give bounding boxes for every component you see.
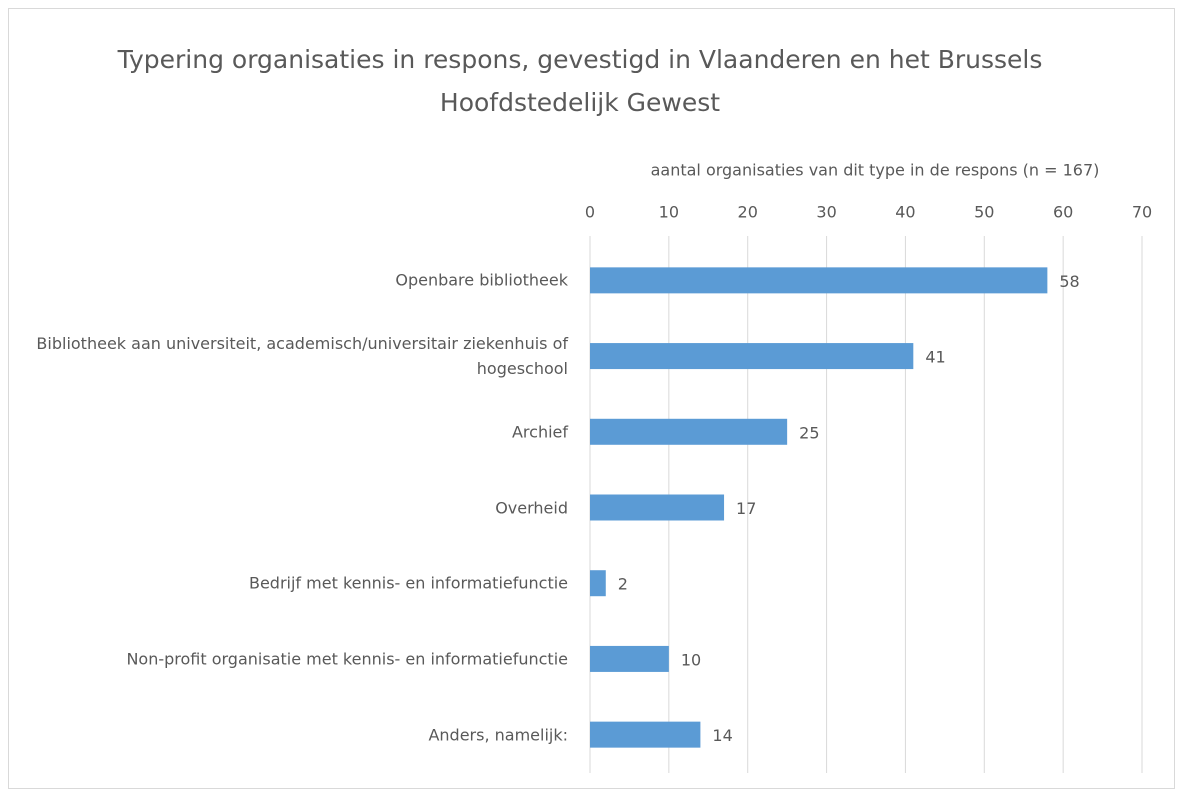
x-tick-label: 60 xyxy=(1053,203,1073,222)
bar xyxy=(590,570,606,597)
bar xyxy=(590,343,914,370)
x-tick-label: 40 xyxy=(895,203,915,222)
chart-border xyxy=(8,8,1175,789)
bar xyxy=(590,267,1048,294)
category-label: Anders, namelijk: xyxy=(428,725,568,745)
category-label: Overheid xyxy=(495,498,568,517)
bar xyxy=(590,721,701,748)
bar xyxy=(590,645,669,672)
x-tick-label: 0 xyxy=(585,203,595,222)
category-label: Openbare bibliotheek xyxy=(395,270,568,290)
data-label: 58 xyxy=(1059,272,1079,291)
x-tick-label: 30 xyxy=(816,203,836,222)
data-label: 10 xyxy=(681,650,701,669)
data-label: 14 xyxy=(712,726,732,745)
x-tick-label: 70 xyxy=(1132,203,1152,222)
bar xyxy=(590,418,788,445)
x-tick-label: 50 xyxy=(974,203,994,222)
x-tick-label: 10 xyxy=(659,203,679,222)
category-label: Bedrijf met kennis- en informatiefunctie xyxy=(248,573,568,593)
chart-title: Typering organisaties in respons, gevest… xyxy=(117,45,1043,117)
data-label: 17 xyxy=(736,499,756,518)
category-label: Bibliotheek aan universiteit, academisch… xyxy=(36,334,568,379)
bar xyxy=(590,494,725,521)
category-label: Archief xyxy=(511,422,568,442)
x-tick-label: 20 xyxy=(738,203,758,222)
category-label: Non-profit organisatie met kennis- en in… xyxy=(126,649,568,669)
data-label: 41 xyxy=(925,348,945,367)
data-label: 25 xyxy=(799,423,819,442)
data-label: 2 xyxy=(618,575,628,594)
axis-title: aantal organisaties van dit type in de r… xyxy=(651,161,1100,180)
